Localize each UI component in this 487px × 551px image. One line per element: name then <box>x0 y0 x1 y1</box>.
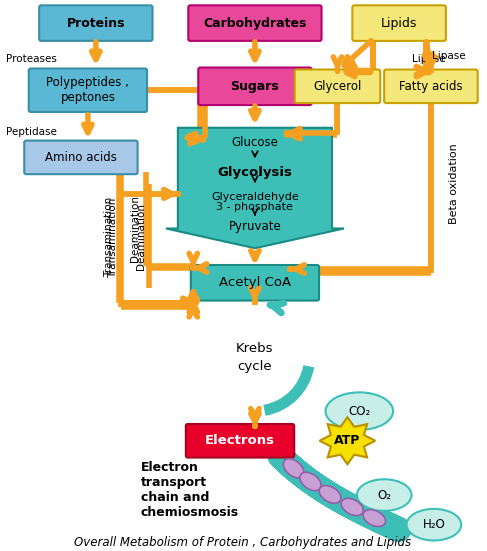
Text: Proteases: Proteases <box>6 53 57 64</box>
Ellipse shape <box>363 510 386 527</box>
Text: Lipids: Lipids <box>381 17 417 30</box>
Text: Glucose: Glucose <box>231 136 279 149</box>
Text: ATP: ATP <box>334 434 360 447</box>
FancyBboxPatch shape <box>191 265 319 300</box>
Polygon shape <box>319 417 375 464</box>
Text: Carbohydrates: Carbohydrates <box>203 17 307 30</box>
FancyBboxPatch shape <box>39 6 152 41</box>
FancyBboxPatch shape <box>24 141 138 174</box>
FancyBboxPatch shape <box>29 68 147 112</box>
Text: Electrons: Electrons <box>205 434 275 447</box>
FancyBboxPatch shape <box>384 69 478 103</box>
FancyBboxPatch shape <box>353 6 446 41</box>
Text: Glycerol: Glycerol <box>313 80 362 93</box>
Text: Glyceraldehyde: Glyceraldehyde <box>211 192 299 202</box>
Text: Overall Metabolism of Protein , Carbohydrates and Lipids: Overall Metabolism of Protein , Carbohyd… <box>75 536 412 549</box>
Ellipse shape <box>407 509 461 541</box>
Text: Lipase: Lipase <box>412 53 446 64</box>
Text: Proteins: Proteins <box>67 17 125 30</box>
Text: Electron
transport
chain and
chemiosmosis: Electron transport chain and chemiosmosi… <box>141 461 239 519</box>
Text: Pyruvate: Pyruvate <box>228 220 281 233</box>
Text: Glycolysis: Glycolysis <box>218 166 292 179</box>
Text: Polypeptides ,
peptones: Polypeptides , peptones <box>46 76 130 104</box>
FancyBboxPatch shape <box>295 69 380 103</box>
Text: H₂O: H₂O <box>423 518 445 531</box>
Text: Acetyl CoA: Acetyl CoA <box>219 276 291 289</box>
Ellipse shape <box>325 392 393 430</box>
Text: Lipase: Lipase <box>432 51 466 61</box>
Ellipse shape <box>341 498 363 516</box>
Text: Krebs: Krebs <box>236 342 274 355</box>
FancyBboxPatch shape <box>198 68 312 105</box>
Text: Amino acids: Amino acids <box>45 151 117 164</box>
Ellipse shape <box>283 459 304 478</box>
Text: cycle: cycle <box>238 360 272 373</box>
Text: Beta oxidation: Beta oxidation <box>449 144 459 224</box>
Text: CO₂: CO₂ <box>348 404 371 418</box>
Text: Sugars: Sugars <box>230 80 280 93</box>
FancyBboxPatch shape <box>188 6 321 41</box>
Text: Deamination: Deamination <box>135 203 146 270</box>
Text: Transamination: Transamination <box>104 196 114 277</box>
Ellipse shape <box>300 472 321 490</box>
Text: Deamination: Deamination <box>130 195 140 262</box>
Text: O₂: O₂ <box>377 489 391 501</box>
Ellipse shape <box>357 479 412 511</box>
Ellipse shape <box>319 485 341 503</box>
FancyBboxPatch shape <box>186 424 294 457</box>
Polygon shape <box>166 128 344 249</box>
Text: Transamination: Transamination <box>108 198 118 278</box>
Text: Peptidase: Peptidase <box>6 127 57 137</box>
Text: 3 - phosphate: 3 - phosphate <box>217 202 293 212</box>
Text: Fatty acids: Fatty acids <box>399 80 463 93</box>
